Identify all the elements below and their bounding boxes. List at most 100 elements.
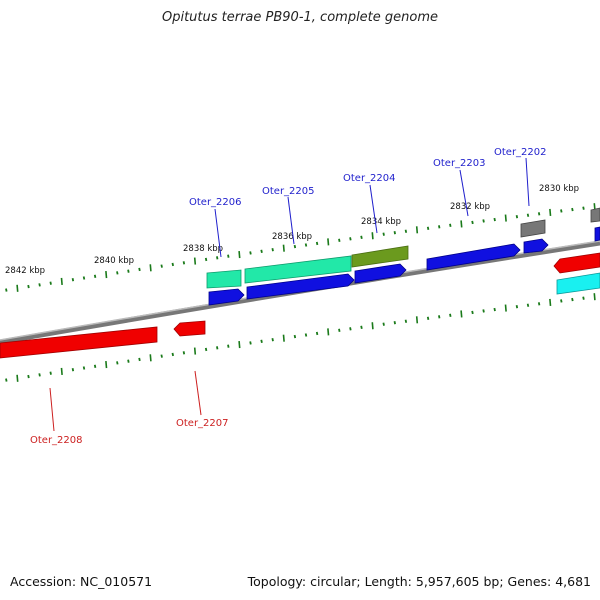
leader-oter-2208 (49, 387, 55, 432)
scale-tick (238, 340, 241, 349)
scale-tick (60, 277, 63, 286)
feature-oter-2205[interactable] (244, 255, 352, 284)
scale-tick (438, 315, 441, 319)
scale-tick (282, 334, 285, 342)
leader-oter-2206 (214, 208, 222, 258)
scale-tick (360, 325, 363, 329)
scale-tick (327, 238, 330, 246)
leader-oter-2203 (459, 169, 469, 217)
scale-tick (537, 212, 541, 216)
scale-tick (515, 214, 519, 219)
gene-label-oter-2208[interactable]: Oter_2208 (30, 435, 83, 446)
scale-tick (349, 327, 352, 331)
scale-tick (93, 274, 97, 278)
scale-tick (460, 220, 463, 228)
scale-tick (404, 319, 408, 323)
leader-oter-2207 (194, 370, 202, 416)
scale-tick (182, 351, 186, 355)
scale-tick (227, 344, 230, 348)
scale-tick (449, 313, 452, 318)
tick-label-2834: 2834 kbp (361, 217, 401, 227)
scale-tick (582, 296, 585, 300)
scale-tick (105, 361, 108, 369)
scale-tick (537, 302, 541, 306)
gene-label-oter-2205[interactable]: Oter_2205 (262, 186, 315, 197)
scale-tick (293, 334, 297, 339)
scale-tick (415, 316, 419, 324)
scale-tick (38, 373, 41, 377)
scale-tick (271, 338, 274, 342)
feature-blue-5 (523, 238, 549, 254)
scale-tick (471, 220, 474, 225)
feature-blue-1 (208, 288, 245, 306)
scale-tick (71, 278, 75, 282)
scale-tick (549, 208, 552, 216)
scale-tick (360, 235, 363, 239)
scale-tick (71, 368, 75, 372)
tick-label-2832: 2832 kbp (450, 202, 490, 212)
scale-tick (127, 269, 130, 273)
scale-tick (82, 366, 86, 370)
scale-tick (593, 293, 596, 301)
scale-tick (149, 354, 152, 362)
reverse-features (0, 252, 600, 359)
scale-tick (393, 321, 396, 325)
scale-tick (371, 322, 374, 330)
feature-oter-2208[interactable] (0, 326, 158, 359)
scale-tick (182, 261, 186, 265)
feature-oter-2207[interactable] (173, 320, 206, 337)
feature-oter-2202[interactable] (520, 219, 546, 238)
scale-tick (449, 223, 452, 228)
tick-label-2840: 2840 kbp (94, 256, 134, 266)
leader-oter-2205 (287, 196, 295, 245)
scale-tick (426, 226, 430, 230)
scale-tick (304, 333, 308, 337)
forward-features-outer (206, 207, 600, 289)
scale-tick (27, 284, 30, 289)
scale-tick (504, 304, 507, 312)
scale-tick (204, 257, 208, 262)
scale-tick (138, 357, 141, 362)
scale-tick (260, 339, 263, 344)
feature-blue-4 (426, 243, 521, 271)
feature-oter-2206[interactable] (206, 269, 242, 289)
forward-features-inner (208, 226, 600, 306)
scale-tick (582, 206, 585, 210)
gene-label-oter-2203[interactable]: Oter_2203 (433, 158, 486, 169)
scale-tick (371, 232, 374, 240)
scale-tick (116, 361, 119, 365)
scale-tick (415, 226, 419, 234)
scale-tick (382, 322, 385, 326)
scale-tick (260, 249, 263, 254)
feature-blue-3 (354, 263, 407, 284)
tick-labels: 2842 kbp 2840 kbp 2838 kbp 2836 kbp 2834… (5, 184, 579, 276)
scale-tick (471, 310, 474, 315)
scale-tick (116, 271, 119, 275)
feature-cyan-edge (556, 272, 600, 295)
scale-tick (38, 283, 41, 287)
feature-oter-2204[interactable] (351, 245, 409, 268)
tick-label-2842: 2842 kbp (5, 266, 45, 276)
map-title: Opitutus terrae PB90-1, complete genome (161, 10, 439, 25)
tick-label-2838: 2838 kbp (183, 244, 223, 254)
leader-oter-2202 (525, 157, 530, 207)
feature-blue-2 (246, 273, 355, 300)
scale-tick (216, 346, 219, 350)
scale-tick (515, 304, 519, 309)
gene-label-oter-2206[interactable]: Oter_2206 (189, 197, 242, 208)
gene-label-oter-2202[interactable]: Oter_2202 (494, 147, 547, 158)
scale-tick (549, 298, 552, 306)
scale-tick (393, 231, 396, 235)
scale-tick (204, 347, 208, 352)
scale-tick (382, 232, 385, 236)
scale-tick (482, 219, 485, 223)
scale-tick (249, 251, 252, 255)
gene-label-oter-2207[interactable]: Oter_2207 (176, 418, 229, 429)
inner-scale-ring (5, 293, 596, 382)
scale-tick (327, 328, 330, 336)
tick-label-2830: 2830 kbp (539, 184, 579, 194)
gene-label-oter-2204[interactable]: Oter_2204 (343, 173, 396, 184)
scale-tick (304, 243, 308, 247)
scale-tick (93, 364, 97, 368)
